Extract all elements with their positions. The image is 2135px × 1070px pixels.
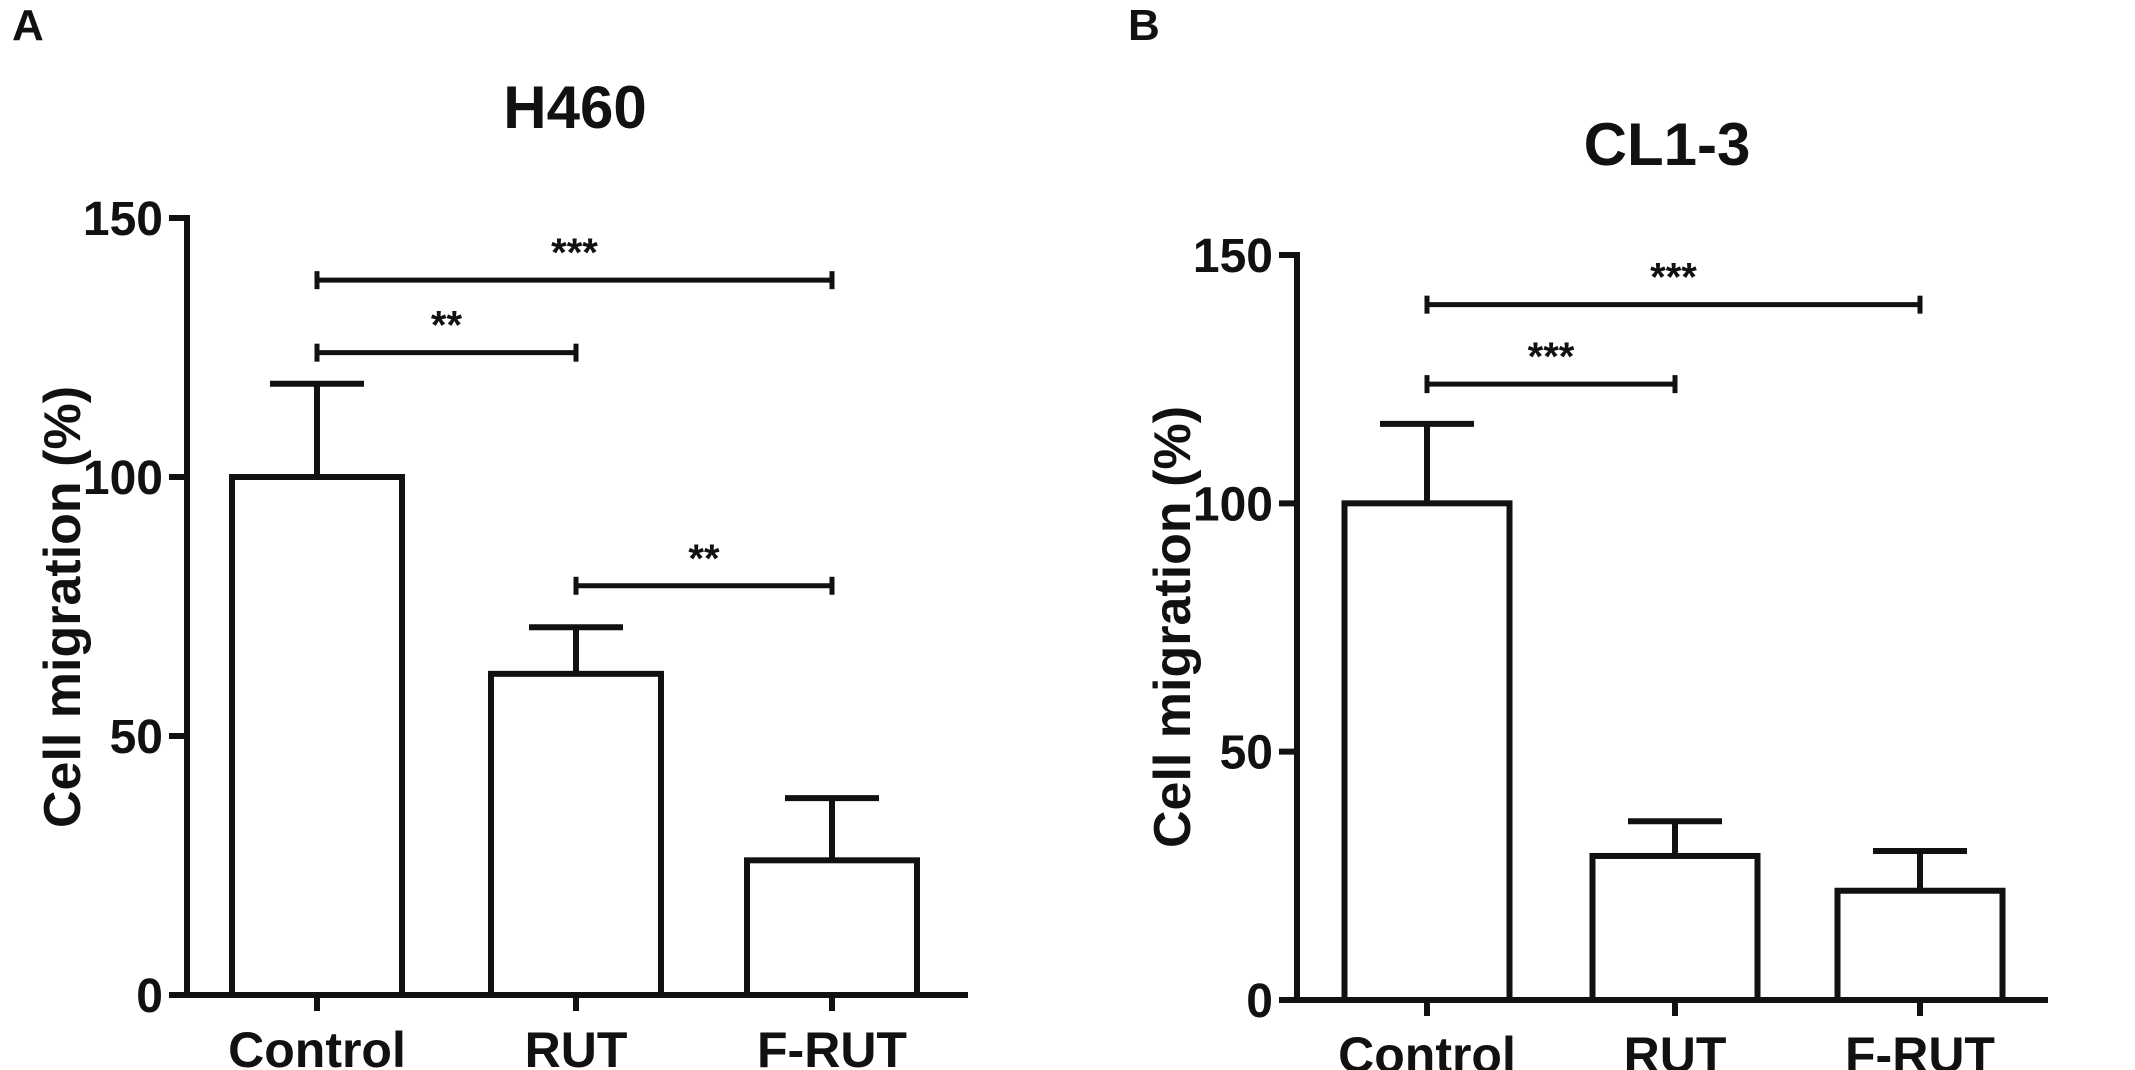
chart-title: CL1-3 xyxy=(1584,111,1751,178)
bar-control xyxy=(1341,500,1513,1003)
panel-letter: B xyxy=(1128,1,1160,50)
x-tick-label: F-RUT xyxy=(1845,1027,1995,1070)
chart-title: H460 xyxy=(503,74,646,141)
y-axis-label: Cell migration (%) xyxy=(34,386,92,828)
x-tick-label: F-RUT xyxy=(757,1022,907,1070)
x-tick-label: RUT xyxy=(525,1022,628,1070)
y-tick-label: 100 xyxy=(1193,478,1273,531)
y-tick-label: 0 xyxy=(1246,975,1273,1028)
y-tick-label: 150 xyxy=(1193,230,1273,283)
chart-panel-b: B CL1-3 Cell migration (%) 0 50 100 150 Control… xyxy=(1128,1,2048,1070)
y-tick-label: 0 xyxy=(136,970,163,1023)
significance-label: *** xyxy=(551,231,598,275)
significance-label: *** xyxy=(1650,256,1697,300)
y-tick-label: 150 xyxy=(83,193,163,246)
significance-label: *** xyxy=(1528,335,1575,379)
x-tick-label: Control xyxy=(1338,1027,1516,1070)
y-axis-label: Cell migration (%) xyxy=(1144,406,1202,848)
y-tick-label: 50 xyxy=(1220,727,1273,780)
chart-panel-a: A H460 Cell migration (%) 0 50 100 150 Control R… xyxy=(12,1,968,1070)
y-tick-label: 100 xyxy=(83,452,163,505)
x-tick-label: Control xyxy=(228,1022,406,1070)
bar-f-rut xyxy=(744,857,920,998)
panel-letter: A xyxy=(12,1,44,50)
significance-label: ** xyxy=(431,304,463,348)
bar-rut xyxy=(1589,852,1761,1004)
y-tick-label: 50 xyxy=(110,711,163,764)
x-tick-label: RUT xyxy=(1624,1027,1727,1070)
bar-rut xyxy=(488,670,664,999)
bar-f-rut xyxy=(1834,887,2006,1004)
significance-label: ** xyxy=(688,537,720,581)
bar-control xyxy=(229,474,405,998)
